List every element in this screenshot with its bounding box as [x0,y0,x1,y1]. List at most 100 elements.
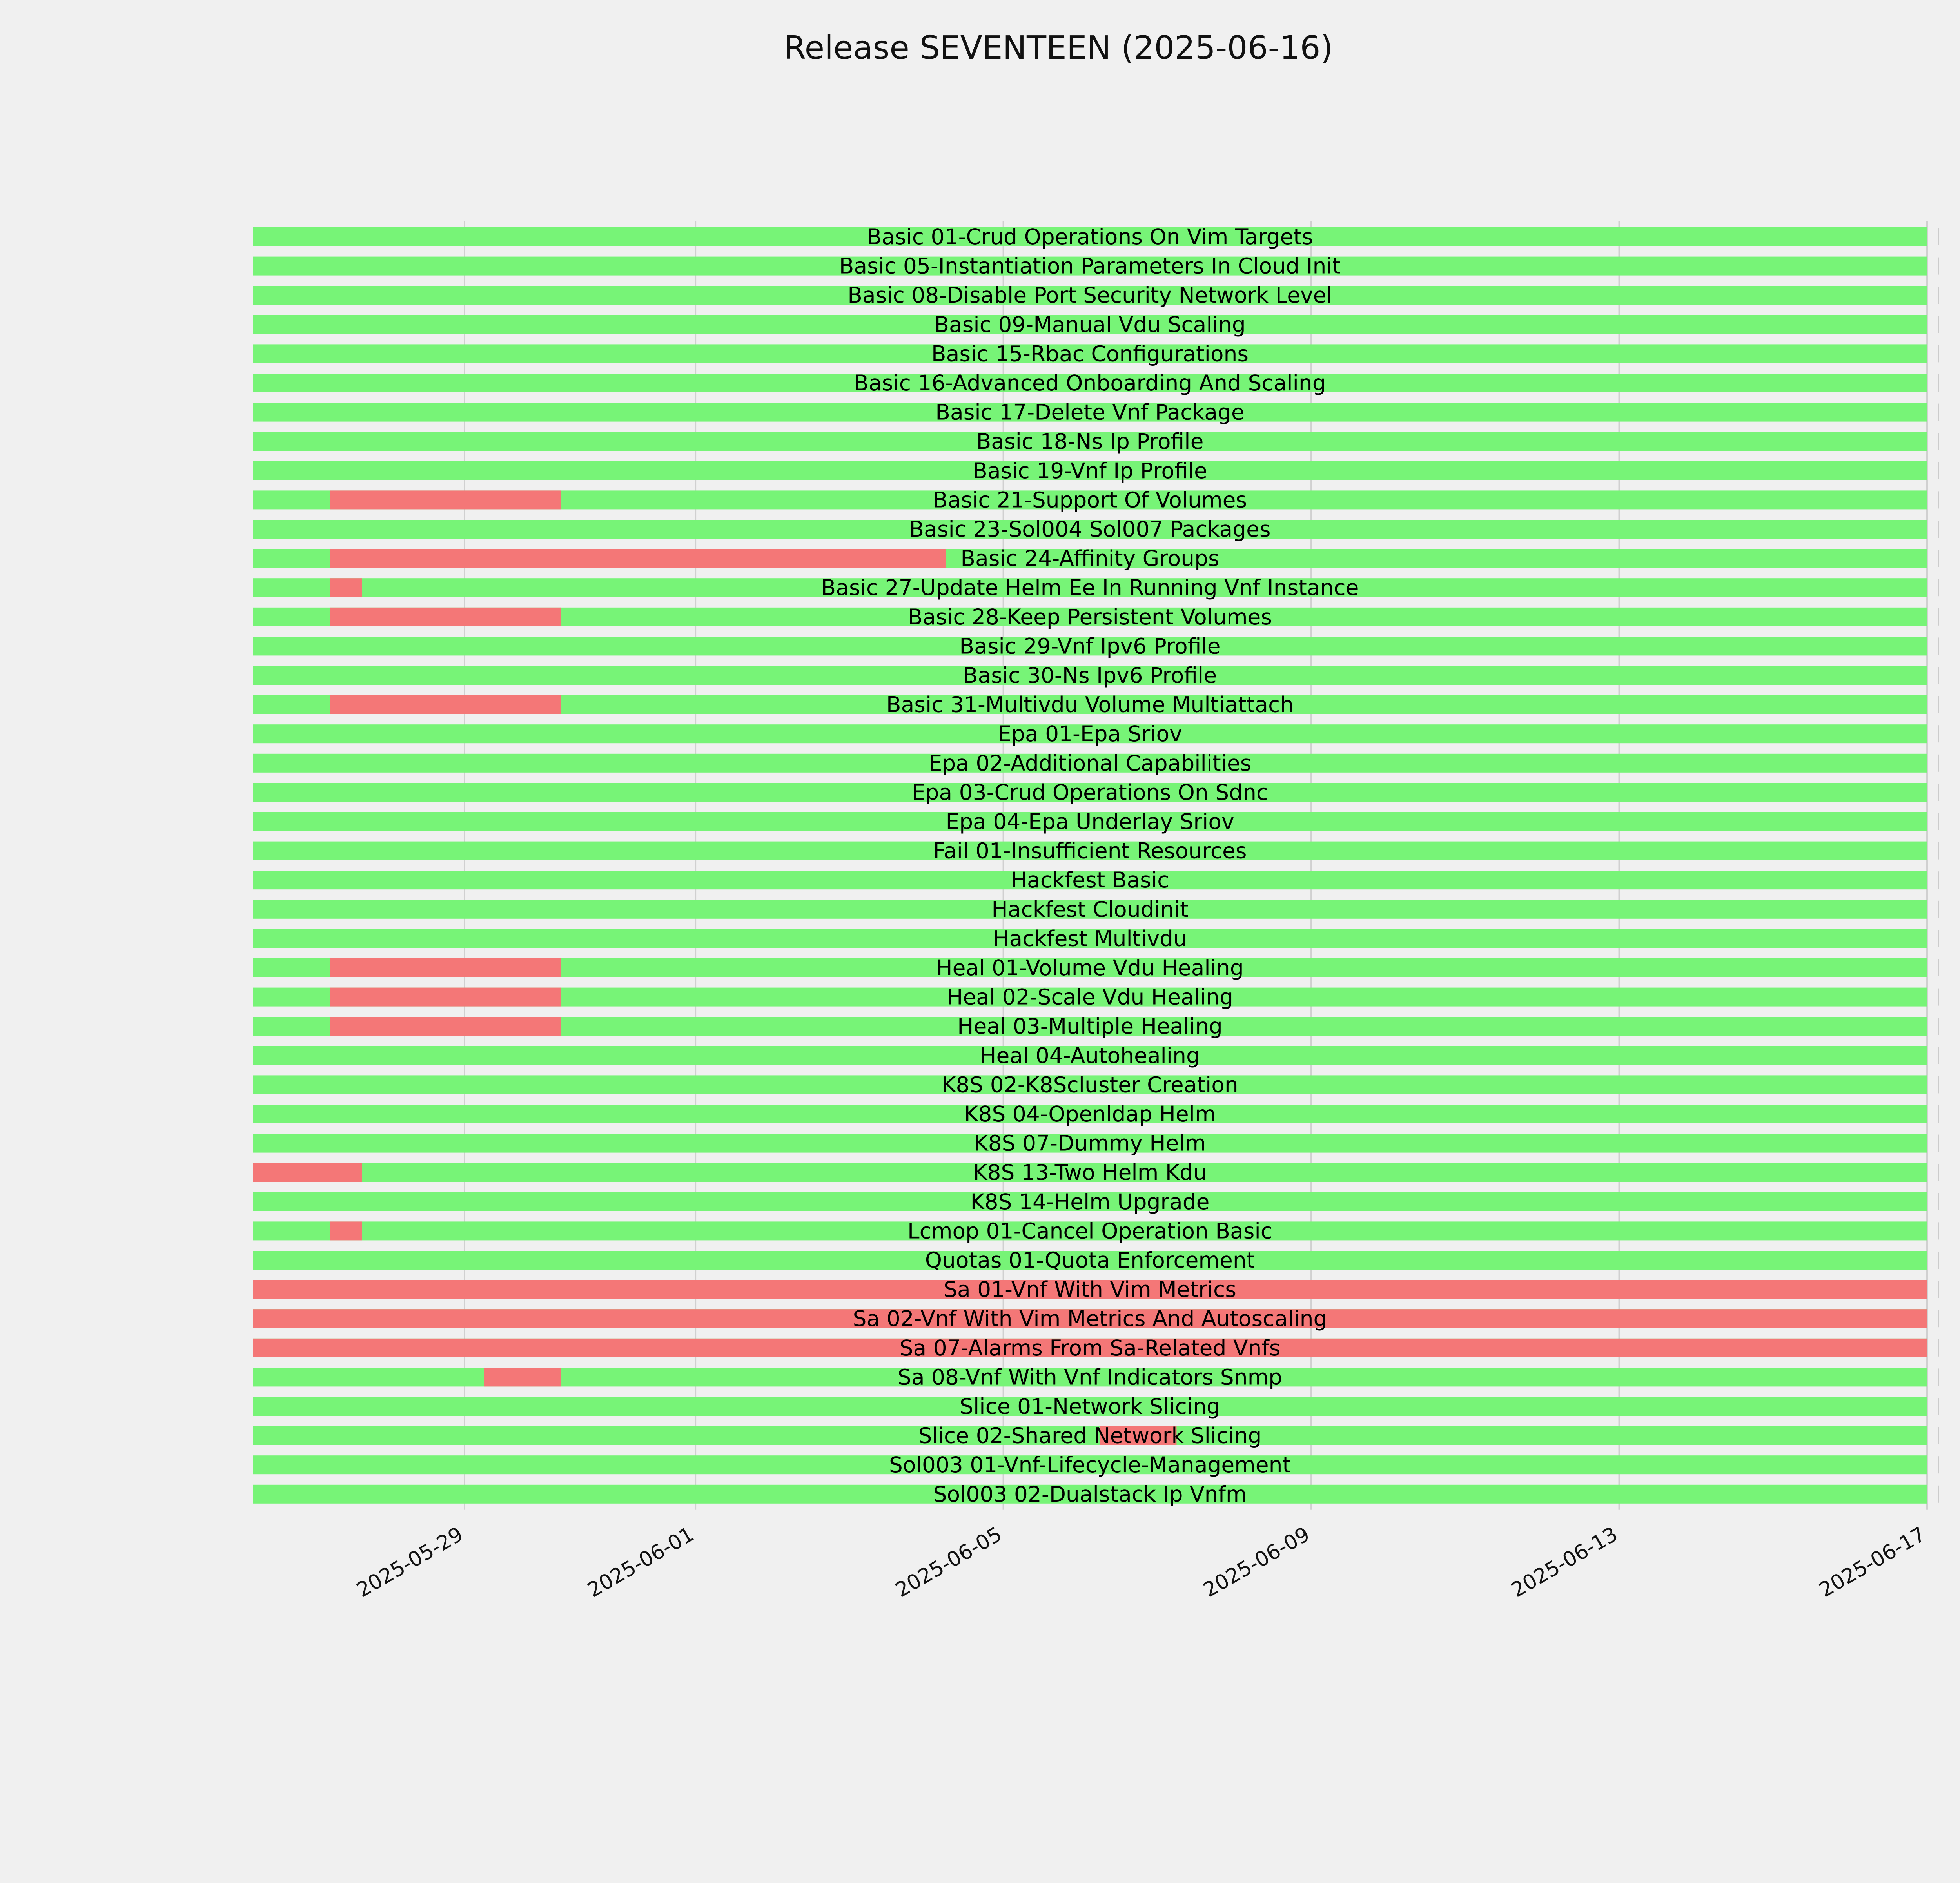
pass-bar [253,871,1927,890]
pass-bar [253,286,1927,305]
row-label: K8S 13-Two Helm Kdu [973,1160,1207,1185]
row-label: Slice 01-Network Slicing [960,1394,1220,1419]
fail-bar [253,1338,1927,1357]
pass-bar [253,315,1927,334]
row-label: Quotas 01-Quota Enforcement [925,1248,1255,1273]
fail-bar [330,1221,362,1241]
row-label: Basic 18-Ns Ip Profile [976,429,1204,454]
row-label: Basic 29-Vnf Ipv6 Profile [959,633,1220,659]
pass-bar [253,1192,1927,1211]
pass-bar [253,1484,1927,1504]
fail-bar [330,490,561,510]
row-label: Epa 01-Epa Sriov [998,721,1182,746]
row-label: Heal 04-Autohealing [980,1043,1200,1068]
x-axis-ticks: 2025-05-29 2025-06-01 2025-06-05 2025-06-09… [353,1522,1930,1602]
pass-bar [253,1163,1927,1182]
pass-bar [253,578,1927,597]
row-label: K8S 02-K8Scluster Creation [942,1072,1238,1097]
pass-bar [253,1075,1927,1094]
pass-bar [253,812,1927,831]
row-label: Basic 28-Keep Persistent Volumes [908,604,1272,629]
row-label: Basic 15-Rbac Configurations [931,341,1249,366]
fail-bar [253,1163,362,1182]
row-label: Slice 02-Shared Network Slicing [918,1423,1262,1448]
pass-bar [253,1455,1927,1475]
row-label: K8S 14-Helm Upgrade [971,1189,1210,1214]
pass-bar [253,929,1927,948]
row-label: Epa 02-Additional Capabilities [929,751,1252,776]
row-label: Hackfest Cloudinit [991,897,1188,922]
fail-bar [330,958,561,977]
pass-bar [253,227,1927,246]
row-label: Sol003 02-Dualstack Ip Vnfm [933,1482,1247,1507]
row-label: Basic 09-Manual Vdu Scaling [934,312,1245,337]
pass-bar [253,403,1927,422]
fail-bar [330,695,561,714]
pass-bar [253,783,1927,802]
row-label: Basic 23-Sol004 Sol007 Packages [909,517,1270,542]
row-label: Basic 21-Support Of Volumes [933,487,1247,512]
pass-bar [253,1426,1927,1445]
row-label: Heal 03-Multiple Healing [957,1014,1223,1039]
pass-bar [253,900,1927,919]
pass-bar [253,724,1927,744]
row-label: Epa 03-Crud Operations On Sdnc [912,780,1268,805]
pass-bar [253,344,1927,363]
row-label: Sa 02-Vnf With Vim Metrics And Autoscali… [853,1306,1327,1331]
row-label: Sa 08-Vnf With Vnf Indicators Snmp [898,1364,1282,1390]
pass-bar [253,1251,1927,1270]
fail-bar [1100,1426,1177,1445]
x-tick-label: 2025-06-09 [1200,1522,1314,1602]
bars [253,227,1939,1504]
row-label: Epa 04-Epa Underlay Sriov [946,809,1234,834]
row-label: Basic 19-Vnf Ip Profile [973,458,1207,483]
row-label: Lcmop 01-Cancel Operation Basic [907,1218,1272,1243]
fail-bar [253,1280,1927,1299]
row-label: Basic 27-Update Helm Ee In Running Vnf I… [821,575,1359,600]
pass-bar [253,841,1927,860]
pass-bar [253,1397,1927,1416]
x-tick-label: 2025-06-17 [1815,1522,1930,1602]
row-label: Basic 16-Advanced Onboarding And Scaling [854,370,1326,395]
row-labels: Basic 01-Crud Operations On Vim Targets B… [821,224,1359,1507]
row-label: Sol003 01-Vnf-Lifecycle-Management [889,1452,1291,1477]
pass-bar [253,520,1927,539]
pass-bar [253,753,1927,773]
x-tick-label: 2025-05-29 [353,1522,467,1602]
x-tick-label: 2025-06-01 [584,1522,698,1602]
x-tick-label: 2025-06-13 [1507,1522,1622,1602]
row-label: Heal 01-Volume Vdu Healing [936,955,1243,980]
pass-bar [253,666,1927,685]
row-label: Hackfest Multivdu [993,926,1187,951]
pass-bar [253,256,1927,276]
pass-bar [253,1105,1927,1123]
fail-bar [330,1017,561,1036]
row-label: Basic 31-Multivdu Volume Multiattach [886,692,1294,717]
pass-bar [253,461,1927,480]
fail-bar [330,607,561,626]
fail-bar [330,987,561,1007]
row-label: Basic 08-Disable Port Security Network L… [848,283,1332,308]
pass-bar [253,1046,1927,1065]
row-label: Basic 24-Affinity Groups [960,546,1219,571]
row-label: Hackfest Basic [1011,867,1169,893]
row-label: Heal 02-Scale Vdu Healing [947,985,1233,1010]
row-label: K8S 07-Dummy Helm [974,1131,1206,1156]
pass-bar [253,432,1927,451]
fail-bar [330,578,362,597]
row-label: K8S 04-Openldap Helm [964,1101,1216,1127]
row-label: Sa 07-Alarms From Sa-Related Vnfs [900,1335,1281,1361]
fail-bar [330,549,946,568]
fail-bar [484,1368,561,1387]
row-label: Basic 30-Ns Ipv6 Profile [963,663,1217,688]
pass-bar [253,1134,1927,1153]
row-label: Basic 01-Crud Operations On Vim Targets [867,224,1313,249]
x-tick-label: 2025-06-05 [891,1522,1006,1602]
pass-bar [253,637,1927,656]
pass-bar [253,374,1927,392]
pass-bar [253,1221,1927,1241]
row-label: Basic 05-Instantiation Parameters In Clo… [839,254,1341,279]
chart-title: Release SEVENTEEN (2025-06-16) [784,29,1333,67]
